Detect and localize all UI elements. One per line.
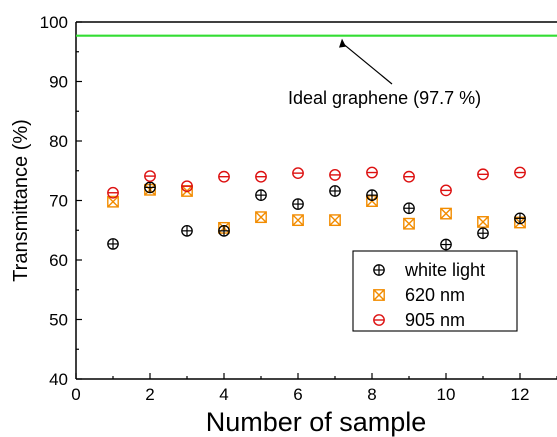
data-point-905-nm <box>440 184 452 197</box>
x-axis-title: Number of sample <box>206 407 427 437</box>
y-tick-label: 80 <box>49 132 68 151</box>
data-point-white-light <box>144 181 156 194</box>
data-point-905-nm <box>255 170 267 183</box>
y-tick-label: 50 <box>49 311 68 330</box>
data-point-white-light <box>329 185 341 197</box>
data-point-905-nm <box>477 168 489 181</box>
x-tick-label: 10 <box>437 385 456 404</box>
annotation-arrow-line <box>342 43 393 85</box>
data-point-905-nm <box>514 166 526 179</box>
x-tick-label: 8 <box>367 385 376 404</box>
legend-marker-620-nm <box>373 289 385 301</box>
data-point-905-nm <box>403 170 415 183</box>
y-tick-label: 40 <box>49 370 68 389</box>
data-point-620-nm <box>329 214 341 227</box>
data-point-white-light <box>403 202 415 215</box>
data-point-905-nm <box>181 180 193 193</box>
x-tick-label: 0 <box>71 385 80 404</box>
legend-box <box>352 250 518 332</box>
annotation-label: Ideal graphene (97.7 %) <box>288 88 481 108</box>
data-point-905-nm <box>107 186 119 199</box>
data-point-white-light <box>440 238 452 251</box>
data-point-white-light <box>255 189 267 201</box>
data-point-620-nm <box>440 207 452 220</box>
legend-label-905-nm: 905 nm <box>405 310 465 330</box>
data-point-white-light <box>218 224 230 237</box>
legend-label-white-light: white light <box>404 260 485 280</box>
annotation-arrow-head <box>339 38 346 48</box>
data-point-620-nm <box>403 217 415 230</box>
x-tick-label: 2 <box>145 385 154 404</box>
legend-marker-905-nm <box>373 314 385 326</box>
data-point-620-nm <box>292 214 304 227</box>
data-point-905-nm <box>144 170 156 183</box>
y-tick-label: 90 <box>49 73 68 92</box>
y-axis-title: Transmittance (%) <box>10 119 32 282</box>
legend: white light 620 nm 905 nm <box>352 250 518 332</box>
data-point-905-nm <box>366 166 378 179</box>
data-point-620-nm <box>477 216 489 228</box>
data-point-905-nm <box>218 170 230 183</box>
data-point-white-light <box>477 227 489 240</box>
x-tick-label: 12 <box>511 385 530 404</box>
data-point-620-nm <box>255 211 267 224</box>
data-point-white-light <box>514 212 526 225</box>
x-tick-label: 4 <box>219 385 228 404</box>
data-point-905-nm <box>329 169 341 181</box>
data-point-620-nm <box>107 195 119 208</box>
data-point-white-light <box>107 238 119 250</box>
y-tick-label: 70 <box>49 192 68 211</box>
data-point-905-nm <box>292 167 304 180</box>
y-tick-label: 60 <box>49 251 68 270</box>
x-tick-label: 6 <box>293 385 302 404</box>
legend-marker-white-light <box>373 264 385 276</box>
data-point-white-light <box>366 189 378 201</box>
data-point-white-light <box>292 198 304 210</box>
legend-label-620-nm: 620 nm <box>405 285 465 305</box>
y-tick-label: 100 <box>40 13 68 32</box>
data-point-white-light <box>181 224 193 237</box>
